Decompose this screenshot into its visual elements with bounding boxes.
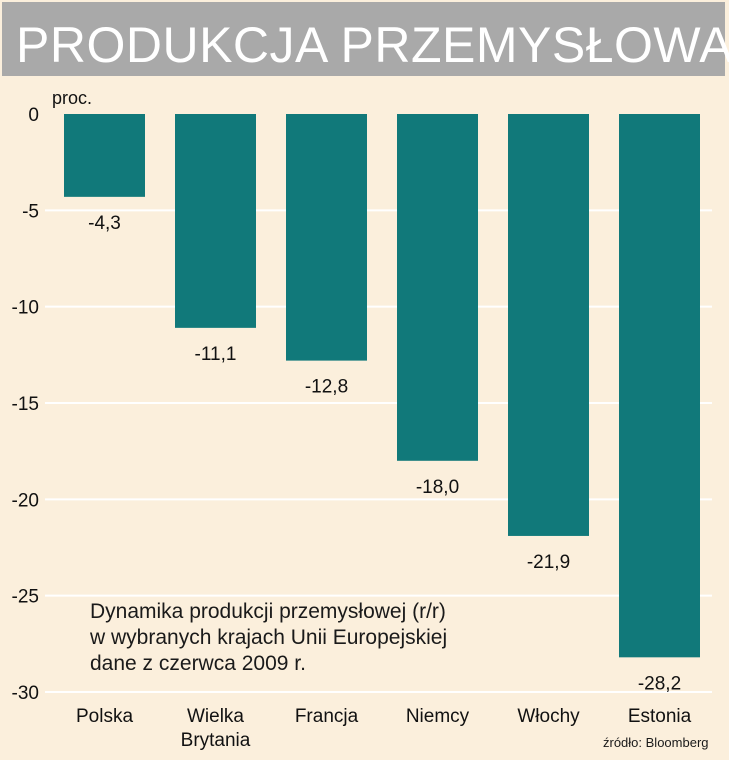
y-tick-label: -10 bbox=[12, 298, 39, 319]
title-bar: PRODUKCJA PRZEMYSŁOWA bbox=[2, 2, 729, 76]
category-label: Brytania bbox=[181, 730, 251, 751]
note-line-2: w wybranych krajach Unii Europejskiej bbox=[90, 626, 448, 649]
bar bbox=[286, 114, 367, 361]
chart-title: PRODUKCJA PRZEMYSŁOWA bbox=[16, 17, 729, 73]
data-label: -11,1 bbox=[195, 344, 237, 365]
category-label: Wielka bbox=[187, 706, 244, 727]
category-label: Niemcy bbox=[406, 706, 470, 727]
category-label: Polska bbox=[76, 706, 133, 727]
y-tick-label: -20 bbox=[12, 490, 39, 511]
bar bbox=[64, 114, 145, 197]
chart-note: Dynamika produkcji przemysłowej (r/r) w … bbox=[90, 599, 447, 677]
y-tick-label: -30 bbox=[12, 683, 39, 704]
category-label: Francja bbox=[295, 706, 359, 727]
data-label: -12,8 bbox=[305, 377, 348, 398]
note-line-3: dane z czerwca 2009 r. bbox=[90, 652, 306, 675]
y-axis-unit-label: proc. bbox=[52, 88, 92, 108]
bar bbox=[508, 114, 589, 536]
data-label: -21,9 bbox=[527, 552, 570, 573]
y-tick-label: -25 bbox=[12, 587, 39, 608]
category-label: Włochy bbox=[517, 706, 580, 727]
source-label: źródło: Bloomberg bbox=[603, 735, 709, 750]
data-label: -4,3 bbox=[88, 213, 121, 234]
bar bbox=[619, 114, 700, 658]
y-tick-label: 0 bbox=[28, 105, 39, 126]
note-line-1: Dynamika produkcji przemysłowej (r/r) bbox=[90, 600, 446, 623]
y-tick-label: -5 bbox=[22, 201, 39, 222]
category-label: Estonia bbox=[628, 706, 692, 727]
y-tick-label: -15 bbox=[12, 394, 39, 415]
bar bbox=[397, 114, 478, 461]
data-label: -28,2 bbox=[638, 673, 681, 694]
bar bbox=[175, 114, 256, 328]
data-label: -18,0 bbox=[416, 477, 459, 498]
